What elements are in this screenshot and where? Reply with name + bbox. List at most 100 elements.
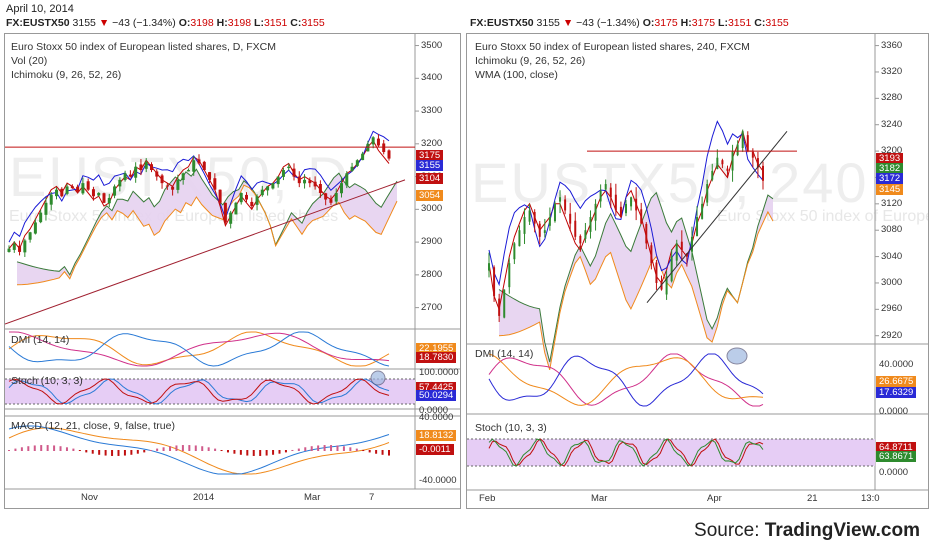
candle-body: [604, 184, 607, 190]
candle-body: [28, 232, 32, 240]
left-chart-panel[interactable]: EUSTX50, D Euro Stoxx 50 index of Europe…: [4, 33, 461, 509]
y-tick-label: 3240: [881, 118, 903, 130]
chart-date: April 10, 2014: [6, 3, 74, 15]
candle-body: [276, 176, 280, 185]
indicator-line: [488, 438, 764, 467]
macd-histogram-bar: [220, 450, 223, 452]
candle-body: [498, 298, 501, 316]
candle-body: [308, 180, 312, 184]
indicator-badge: 18.8132: [416, 430, 457, 441]
x-tick-label: Feb: [479, 493, 496, 504]
macd-histogram-bar: [388, 450, 390, 456]
price-badge: 3104: [416, 173, 444, 184]
candle-body: [665, 276, 668, 295]
senkou-span-a: [498, 191, 774, 363]
candle-body: [303, 179, 307, 184]
candle-body: [329, 199, 333, 203]
left-high-label: H:: [216, 17, 228, 29]
candle-body: [488, 263, 490, 271]
candle-body: [7, 248, 11, 252]
macd-histogram-bar: [272, 450, 275, 455]
right-low-label: L:: [718, 17, 728, 29]
y-tick-label: 3300: [421, 105, 443, 117]
candle-body: [523, 217, 526, 234]
candle-body: [366, 143, 370, 152]
candle-body: [139, 164, 143, 171]
y-tick-label: 3000: [421, 203, 443, 215]
left-dmi-label[interactable]: DMI (14, 14): [11, 334, 70, 346]
left-symbol[interactable]: FX:EUSTX50: [6, 17, 70, 29]
candle-body: [313, 181, 317, 187]
right-chart-svg[interactable]: [467, 34, 928, 508]
right-chart-panel[interactable]: EUSTX50, 240 Euro Stoxx 50 index of Euro…: [466, 33, 929, 509]
macd-histogram-bar: [310, 446, 313, 451]
candle-body: [86, 181, 90, 190]
indicator-line: [8, 427, 390, 475]
candle-body: [630, 197, 633, 207]
macd-histogram-bar: [117, 450, 120, 456]
indicator-badge: 26.6675: [876, 376, 917, 387]
candle-body: [245, 194, 248, 200]
left-chart-svg[interactable]: [5, 34, 460, 508]
left-stoch-label[interactable]: Stoch (10, 3, 3): [11, 375, 83, 387]
candle-body: [741, 131, 744, 149]
macd-histogram-bar: [175, 445, 178, 451]
candle-body: [731, 151, 734, 171]
candle-body: [635, 198, 638, 211]
macd-histogram-bar: [143, 450, 146, 453]
source-prefix: Source:: [694, 520, 760, 541]
candle-body: [134, 166, 138, 178]
macd-histogram-bar: [207, 447, 210, 451]
macd-histogram-bar: [259, 450, 262, 456]
candle-body: [255, 196, 259, 205]
right-stoch-label[interactable]: Stoch (10, 3, 3): [475, 422, 547, 434]
macd-histogram-bar: [265, 450, 268, 456]
candle-body: [213, 178, 217, 190]
candle-body: [55, 189, 58, 197]
candle-body: [675, 243, 678, 261]
candle-body: [376, 138, 380, 146]
source-credit: Source: TradingView.com: [694, 520, 920, 542]
macd-histogram-bar: [136, 450, 139, 454]
macd-histogram-bar: [91, 450, 94, 454]
trend-line: [646, 130, 788, 304]
right-indicator-wma[interactable]: WMA (100, close): [475, 69, 558, 81]
right-dmi-label[interactable]: DMI (14, 14): [475, 348, 534, 360]
indicator-badge: 50.0294: [416, 390, 457, 401]
candle-body: [23, 240, 27, 253]
macd-histogram-bar: [46, 445, 49, 451]
macd-histogram-bar: [349, 447, 352, 451]
right-symbol[interactable]: FX:EUSTX50: [470, 17, 534, 29]
candle-body: [18, 245, 22, 252]
candle-body: [123, 173, 127, 181]
indicator-line: [488, 438, 764, 467]
candle-body: [670, 256, 673, 282]
left-indicator-ichimoku[interactable]: Ichimoku (9, 26, 52, 26): [11, 69, 122, 81]
left-high: 3198: [227, 17, 252, 29]
candle-body: [716, 157, 719, 170]
macd-histogram-bar: [291, 449, 294, 451]
macd-histogram-bar: [33, 445, 36, 451]
sub-y-tick-label: 40.0000: [419, 412, 454, 423]
indicator-line: [8, 378, 390, 405]
y-tick-label: 3200: [421, 137, 443, 149]
y-tick-label: 2800: [421, 268, 443, 280]
right-indicator-ichimoku[interactable]: Ichimoku (9, 26, 52, 26): [475, 55, 586, 67]
candle-body: [202, 161, 206, 171]
source-name[interactable]: TradingView.com: [764, 520, 920, 541]
candle-body: [171, 186, 175, 190]
indicator-line: [8, 425, 390, 475]
right-legend: Euro Stoxx 50 index of European listed s…: [475, 40, 750, 82]
candle-body: [736, 144, 739, 156]
candle-body: [128, 174, 132, 177]
candle-body: [701, 203, 704, 219]
left-macd-label[interactable]: MACD (12, 21, close, 9, false, true): [11, 420, 175, 432]
candle-body: [229, 212, 233, 224]
left-indicator-vol[interactable]: Vol (20): [11, 55, 48, 67]
candle-body: [250, 201, 254, 207]
sub-y-tick-label: 40.0000: [879, 359, 914, 370]
price-badge: 3054: [416, 190, 444, 201]
macd-histogram-bar: [330, 445, 333, 451]
price-badge: 3172: [876, 173, 904, 184]
macd-histogram-bar: [368, 450, 371, 453]
